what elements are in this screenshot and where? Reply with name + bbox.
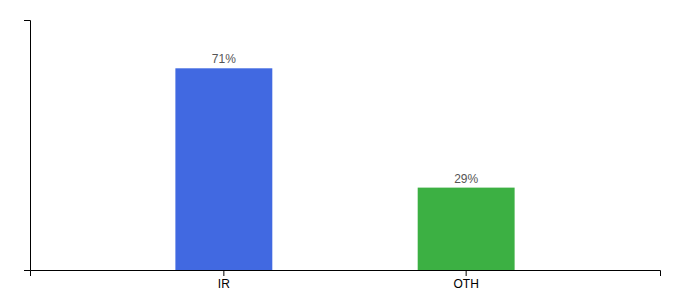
x-tick: IR: [218, 270, 230, 291]
y-axis-line: [24, 21, 31, 271]
x-axis: IR OTH: [31, 270, 661, 291]
bars: [175, 68, 514, 270]
x-axis-line: [31, 271, 661, 277]
bar: [418, 188, 515, 270]
x-tick-label: IR: [218, 277, 230, 291]
x-tick-mark: [223, 270, 224, 276]
x-tick-mark: [466, 270, 467, 276]
bar: [175, 68, 272, 270]
data-label: 29%: [454, 172, 478, 186]
data-labels: 71% 29%: [212, 52, 479, 185]
chart-svg: 71% 29% IR OTH: [0, 0, 680, 300]
chart-container: 71% 29% IR OTH: [0, 0, 680, 300]
data-label: 71%: [212, 52, 236, 66]
y-axis: [24, 21, 31, 271]
x-tick-label: OTH: [453, 277, 478, 291]
x-tick: OTH: [453, 270, 478, 291]
